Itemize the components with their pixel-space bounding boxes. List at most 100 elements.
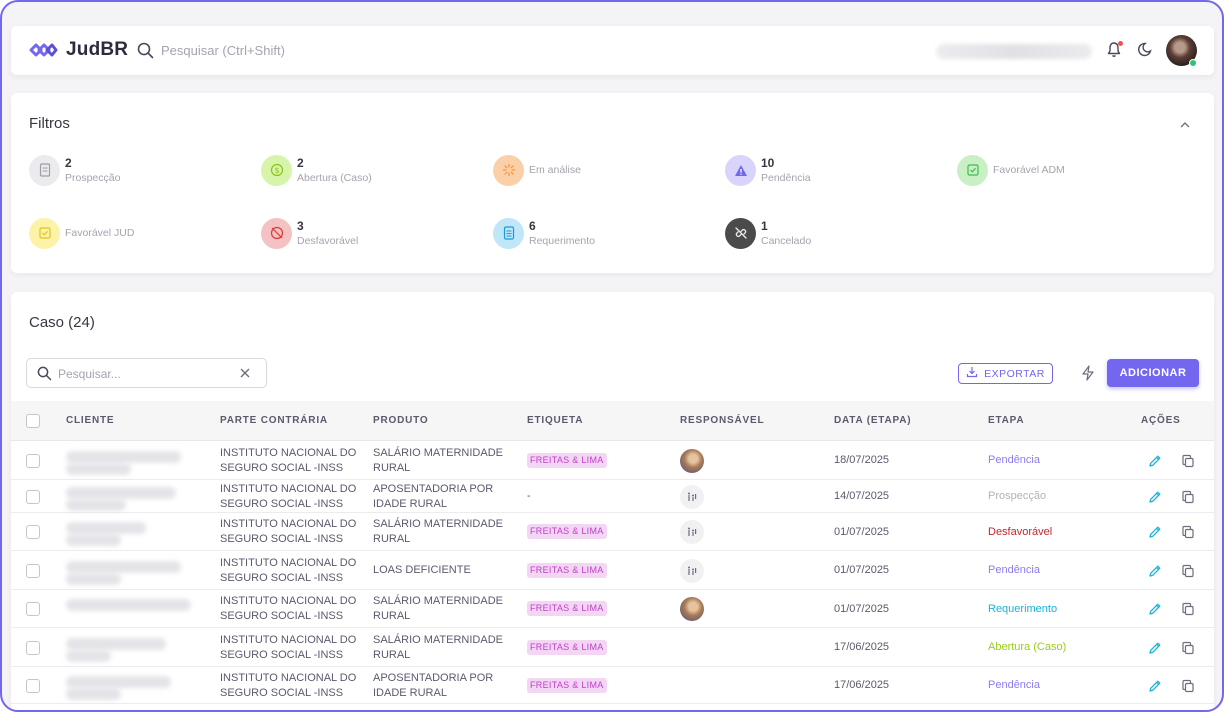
row-checkbox[interactable] [26, 640, 40, 655]
chevron-up-icon[interactable] [1179, 116, 1191, 134]
row-checkbox[interactable] [26, 525, 40, 539]
produto-line: RURAL [373, 648, 411, 661]
filter-pendencia[interactable]: 10 Pendência [725, 154, 811, 186]
col-produto[interactable]: PRODUTO [373, 415, 429, 426]
client-name-blurred[interactable] [66, 560, 181, 573]
copy-icon[interactable] [1181, 490, 1195, 509]
client-name-blurred[interactable] [66, 486, 176, 499]
parte-contraria-cell: INSTITUTO NACIONAL DO SEGURO SOCIAL -INS… [220, 671, 356, 701]
copy-icon[interactable] [1181, 564, 1195, 583]
add-button[interactable]: ADICIONAR [1107, 359, 1199, 387]
filter-favoravel-jud[interactable]: Favorável JUD [29, 217, 134, 249]
etiqueta-empty: - [527, 490, 531, 502]
filter-abertura[interactable]: $ 2 Abertura (Caso) [261, 154, 372, 186]
search-icon[interactable] [137, 42, 154, 64]
client-name-blurred[interactable] [66, 675, 171, 688]
edit-pencil-icon[interactable] [1148, 602, 1162, 621]
col-data-etapa[interactable]: DATA (ETAPA) [834, 415, 912, 426]
notification-badge [1118, 41, 1123, 46]
client-name-blurred[interactable] [66, 599, 191, 611]
table-row[interactable]: INSTITUTO NACIONAL DO SEGURO SOCIAL -INS… [11, 513, 1214, 551]
filter-prospeccao[interactable]: 2 Prospecção [29, 154, 120, 186]
produto-line: RURAL [373, 461, 411, 474]
copy-icon[interactable] [1181, 525, 1195, 544]
col-responsavel[interactable]: RESPONSÁVEL [680, 415, 765, 426]
copy-icon[interactable] [1181, 602, 1195, 621]
data-etapa-cell: 01/07/2025 [834, 525, 890, 538]
copy-icon[interactable] [1181, 679, 1195, 698]
document-icon [29, 154, 60, 186]
filter-cancelado[interactable]: 1 Cancelado [725, 217, 811, 249]
table-row[interactable]: INSTITUTO NACIONAL DO SEGURO SOCIAL -INS… [11, 551, 1214, 590]
bolt-icon[interactable] [1081, 365, 1095, 386]
col-cliente[interactable]: CLIENTE [66, 415, 115, 426]
client-name-blurred[interactable] [66, 637, 166, 650]
row-checkbox[interactable] [26, 453, 40, 468]
responsavel-placeholder-icon[interactable] [680, 558, 704, 583]
edit-pencil-icon[interactable] [1148, 454, 1162, 473]
client-name-blurred[interactable] [66, 522, 146, 534]
parte-line: INSTITUTO NACIONAL DO [220, 518, 357, 530]
row-checkbox[interactable] [26, 563, 40, 578]
filter-count: 2 [65, 155, 72, 170]
etapa-status: Prospecção [988, 490, 1047, 502]
filter-label: Em análise [529, 164, 581, 176]
edit-pencil-icon[interactable] [1148, 679, 1162, 698]
data-etapa-cell: 01/07/2025 [834, 602, 890, 615]
edit-pencil-icon[interactable] [1148, 641, 1162, 660]
client-name-blurred [66, 649, 111, 662]
table-row[interactable]: INSTITUTO NACIONAL DO SEGURO SOCIAL -INS… [11, 590, 1214, 628]
table-search-placeholder: Pesquisar... [58, 367, 121, 381]
responsavel-placeholder-icon[interactable] [680, 520, 704, 544]
filter-favoravel-adm[interactable]: Favorável ADM [957, 154, 1065, 186]
bell-icon[interactable] [1106, 41, 1122, 63]
etapa-status: Pendência [988, 564, 1040, 576]
table-row[interactable]: INSTITUTO NACIONAL DO SEGURO SOCIAL -INS… [11, 667, 1214, 704]
client-name-blurred [66, 534, 121, 546]
row-checkbox[interactable] [26, 678, 40, 693]
filter-label: Favorável JUD [65, 227, 135, 239]
responsavel-placeholder-icon[interactable] [680, 484, 704, 509]
edit-pencil-icon[interactable] [1148, 525, 1162, 544]
etapa-status: Requerimento [988, 602, 1058, 615]
col-parte-contraria[interactable]: PARTE CONTRÁRIA [220, 415, 328, 426]
theme-toggle-icon[interactable] [1136, 41, 1153, 63]
parte-line: INSTITUTO NACIONAL DO [220, 595, 357, 607]
responsavel-avatar[interactable] [680, 448, 704, 473]
produto-cell: SALÁRIO MATERNIDADE RURAL [373, 446, 503, 476]
etapa-status: Desfavorável [988, 525, 1053, 538]
etiqueta-chip: FREITAS & LIMA [527, 562, 607, 578]
export-button[interactable]: EXPORTAR [958, 363, 1053, 384]
copy-icon[interactable] [1181, 641, 1195, 660]
table-row[interactable]: INSTITUTO NACIONAL DO SEGURO SOCIAL -INS… [11, 628, 1214, 667]
logo-icon [28, 41, 58, 64]
client-name-blurred [66, 572, 121, 585]
table-row[interactable]: INSTITUTO NACIONAL DO SEGURO SOCIAL -INS… [11, 441, 1214, 480]
edit-pencil-icon[interactable] [1148, 564, 1162, 583]
table-row[interactable]: INSTITUTO NACIONAL DO SEGURO SOCIAL -INS… [11, 480, 1214, 513]
table-search-input[interactable]: Pesquisar... [26, 358, 267, 388]
select-all-checkbox[interactable] [26, 414, 40, 428]
responsavel-avatar[interactable] [680, 597, 704, 621]
filter-desfavoravel[interactable]: 3 Desfavorável [261, 217, 358, 249]
row-checkbox[interactable] [26, 489, 40, 504]
col-etapa[interactable]: ETAPA [988, 415, 1025, 426]
col-etiqueta[interactable]: ETIQUETA [527, 415, 584, 426]
clear-icon[interactable] [238, 366, 252, 385]
cases-card: Caso (24) Pesquisar... EXPORTAR ADICIONA… [11, 292, 1214, 710]
copy-icon[interactable] [1181, 454, 1195, 473]
parte-line: SEGURO SOCIAL -INSS [220, 648, 344, 661]
coin-off-icon [261, 217, 292, 249]
produto-cell: SALÁRIO MATERNIDADE RURAL [373, 633, 503, 663]
filter-em-analise[interactable]: Em análise [493, 154, 581, 186]
global-search-input[interactable]: Pesquisar (Ctrl+Shift) [161, 43, 285, 58]
user-info-blurred [936, 44, 1092, 59]
filter-requerimento[interactable]: 6 Requerimento [493, 217, 595, 249]
client-name-blurred[interactable] [66, 450, 181, 463]
edit-pencil-icon[interactable] [1148, 490, 1162, 509]
parte-contraria-cell: INSTITUTO NACIONAL DO SEGURO SOCIAL -INS… [220, 482, 356, 512]
produto-line: SALÁRIO MATERNIDADE [373, 633, 503, 646]
row-checkbox[interactable] [26, 602, 40, 616]
cases-title: Caso (24) [29, 314, 95, 331]
